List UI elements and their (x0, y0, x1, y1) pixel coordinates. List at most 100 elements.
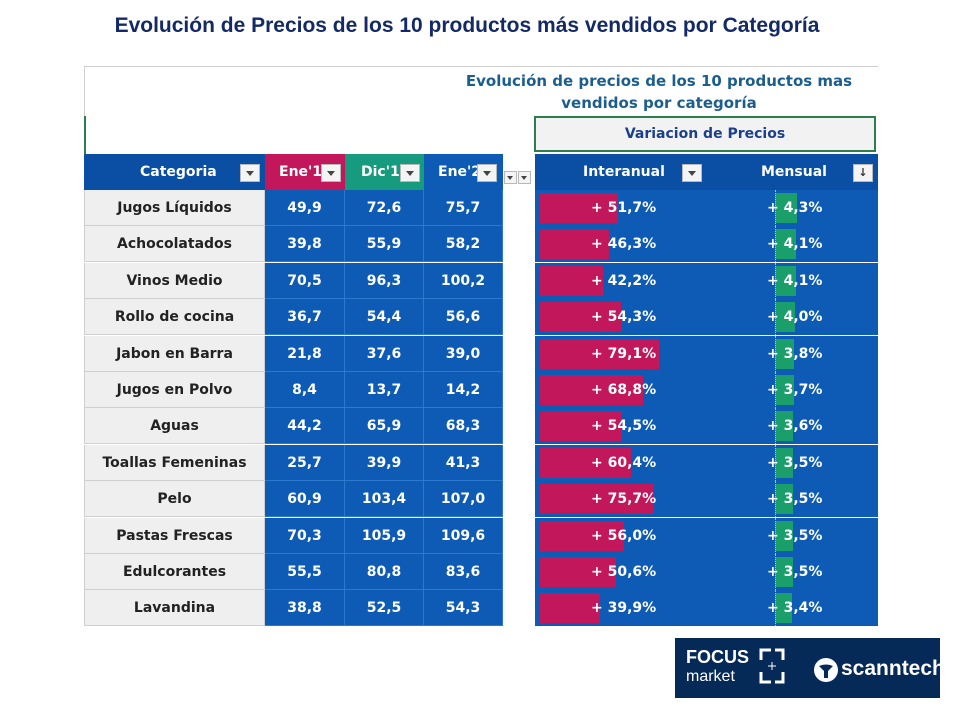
col-header-categoria[interactable]: Categoria (84, 154, 265, 190)
cell-ene2[interactable]: 39,0 (424, 335, 503, 372)
cell-categoria[interactable]: Lavandina (84, 590, 265, 627)
cell-ene2[interactable]: 58,2 (424, 226, 503, 263)
cell-dic1[interactable]: 105,9 (345, 517, 424, 554)
mensual-value: + 3,4% (767, 600, 823, 617)
cell-dic1[interactable]: 55,9 (345, 226, 424, 263)
interanual-value: + 75,7% (591, 491, 657, 508)
cell-ene1[interactable]: 70,5 (265, 262, 345, 299)
variation-cell[interactable]: + 46,3% + 4,1% (535, 226, 878, 263)
cell-ene2[interactable]: 107,0 (424, 481, 503, 518)
mensual-bar (775, 593, 792, 624)
cell-categoria[interactable]: Jugos en Polvo (84, 372, 265, 408)
cell-ene1[interactable]: 25,7 (265, 444, 345, 481)
cell-categoria[interactable]: Pastas Frescas (84, 517, 265, 554)
table-row: Jugos Líquidos 49,9 72,6 75,7 + 51,7% + 4,3% (84, 190, 878, 226)
cell-ene2[interactable]: 75,7 (424, 190, 503, 226)
cell-ene1[interactable]: 44,2 (265, 408, 345, 445)
variation-cell[interactable]: + 56,0% + 3,5% (535, 517, 878, 554)
filter-dropdown-icon[interactable] (504, 171, 517, 184)
filter-dropdown-icon[interactable] (477, 164, 497, 182)
cell-ene2[interactable]: 54,3 (424, 590, 503, 627)
cell-ene1[interactable]: 60,9 (265, 481, 345, 518)
mensual-axis-line (775, 408, 776, 445)
variation-cell[interactable]: + 60,4% + 3,5% (535, 444, 878, 481)
cell-categoria[interactable]: Jugos Líquidos (84, 190, 265, 226)
filter-dropdown-icon[interactable] (682, 164, 702, 182)
col-header-mensual[interactable]: Mensual ↓ (706, 154, 878, 190)
interanual-value: + 46,3% (591, 236, 657, 253)
cell-categoria[interactable]: Edulcorantes (84, 554, 265, 590)
mensual-axis-line (775, 299, 776, 336)
cell-categoria[interactable]: Aguas (84, 408, 265, 445)
col-header-interanual[interactable]: Interanual (535, 154, 706, 190)
variation-cell[interactable]: + 54,5% + 3,6% (535, 408, 878, 445)
logo-banner: FOCUS market scanntech (675, 638, 945, 698)
variation-cell[interactable]: + 75,7% + 3,5% (535, 481, 878, 518)
table-row: Achocolatados 39,8 55,9 58,2 + 46,3% + 4,1% (84, 226, 878, 263)
variation-cell[interactable]: + 51,7% + 4,3% (535, 190, 878, 226)
mensual-bar (775, 375, 794, 405)
filter-dropdown-icon[interactable] (518, 171, 531, 184)
cell-ene1[interactable]: 49,9 (265, 190, 345, 226)
sort-descending-icon[interactable]: ↓ (853, 164, 873, 182)
cell-categoria[interactable]: Pelo (84, 481, 265, 518)
cell-dic1[interactable]: 54,4 (345, 299, 424, 336)
spreadsheet-table: Evolución de precios de los 10 productos… (84, 66, 878, 627)
cell-dic1[interactable]: 52,5 (345, 590, 424, 627)
col-header-mensual-label: Mensual (761, 164, 827, 180)
mensual-axis-line (775, 554, 776, 590)
cell-dic1[interactable]: 39,9 (345, 444, 424, 481)
cell-dic1[interactable]: 65,9 (345, 408, 424, 445)
mensual-value: + 3,5% (767, 564, 823, 580)
variation-cell[interactable]: + 79,1% + 3,8% (535, 335, 878, 372)
cell-dic1[interactable]: 80,8 (345, 554, 424, 590)
cell-categoria[interactable]: Vinos Medio (84, 262, 265, 299)
variation-cell[interactable]: + 42,2% + 4,1% (535, 262, 878, 299)
cell-ene2[interactable]: 68,3 (424, 408, 503, 445)
filter-dropdown-icon[interactable] (321, 164, 341, 182)
interanual-value: + 54,3% (591, 309, 657, 326)
cell-ene1[interactable]: 36,7 (265, 299, 345, 336)
interanual-value: + 79,1% (591, 345, 657, 362)
variation-cell[interactable]: + 68,8% + 3,7% (535, 372, 878, 408)
cell-ene2[interactable]: 83,6 (424, 554, 503, 590)
cell-dic1[interactable]: 37,6 (345, 335, 424, 372)
cell-dic1[interactable]: 72,6 (345, 190, 424, 226)
variation-cell[interactable]: + 39,9% + 3,4% (535, 590, 878, 627)
mensual-bar (775, 484, 793, 515)
filter-dropdown-icon[interactable] (240, 164, 260, 182)
cell-ene2[interactable]: 100,2 (424, 262, 503, 299)
cell-ene1[interactable]: 21,8 (265, 335, 345, 372)
cell-ene1[interactable]: 8,4 (265, 372, 345, 408)
cell-categoria[interactable]: Jabon en Barra (84, 335, 265, 372)
cell-categoria[interactable]: Rollo de cocina (84, 299, 265, 336)
interanual-bar (540, 302, 621, 333)
interanual-value: + 54,5% (591, 418, 657, 435)
variation-cell[interactable]: + 54,3% + 4,0% (535, 299, 878, 336)
cell-ene1[interactable]: 39,8 (265, 226, 345, 263)
cell-dic1[interactable]: 96,3 (345, 262, 424, 299)
focus-bracket-icon (759, 648, 785, 684)
interanual-bar (540, 338, 659, 369)
selection-edge (84, 116, 86, 154)
mensual-value: + 3,6% (767, 418, 823, 435)
cell-categoria[interactable]: Toallas Femeninas (84, 444, 265, 481)
cell-ene1[interactable]: 38,8 (265, 590, 345, 627)
cell-dic1[interactable]: 103,4 (345, 481, 424, 518)
filter-dropdown-icon[interactable] (400, 164, 420, 182)
cell-dic1[interactable]: 13,7 (345, 372, 424, 408)
cell-ene1[interactable]: 70,3 (265, 517, 345, 554)
cell-ene2[interactable]: 14,2 (424, 372, 503, 408)
cell-ene2[interactable]: 109,6 (424, 517, 503, 554)
cell-ene1[interactable]: 55,5 (265, 554, 345, 590)
mensual-value: + 3,5% (767, 527, 823, 544)
interanual-value: + 51,7% (591, 200, 657, 216)
cell-ene2[interactable]: 41,3 (424, 444, 503, 481)
mensual-axis-line (775, 517, 776, 554)
col-header-dic1[interactable]: Dic'1 (345, 154, 424, 190)
cell-categoria[interactable]: Achocolatados (84, 226, 265, 263)
col-header-ene1[interactable]: Ene'1 (265, 154, 345, 190)
col-header-ene2[interactable]: Ene'2 (424, 154, 503, 190)
cell-ene2[interactable]: 56,6 (424, 299, 503, 336)
variation-cell[interactable]: + 50,6% + 3,5% (535, 554, 878, 590)
